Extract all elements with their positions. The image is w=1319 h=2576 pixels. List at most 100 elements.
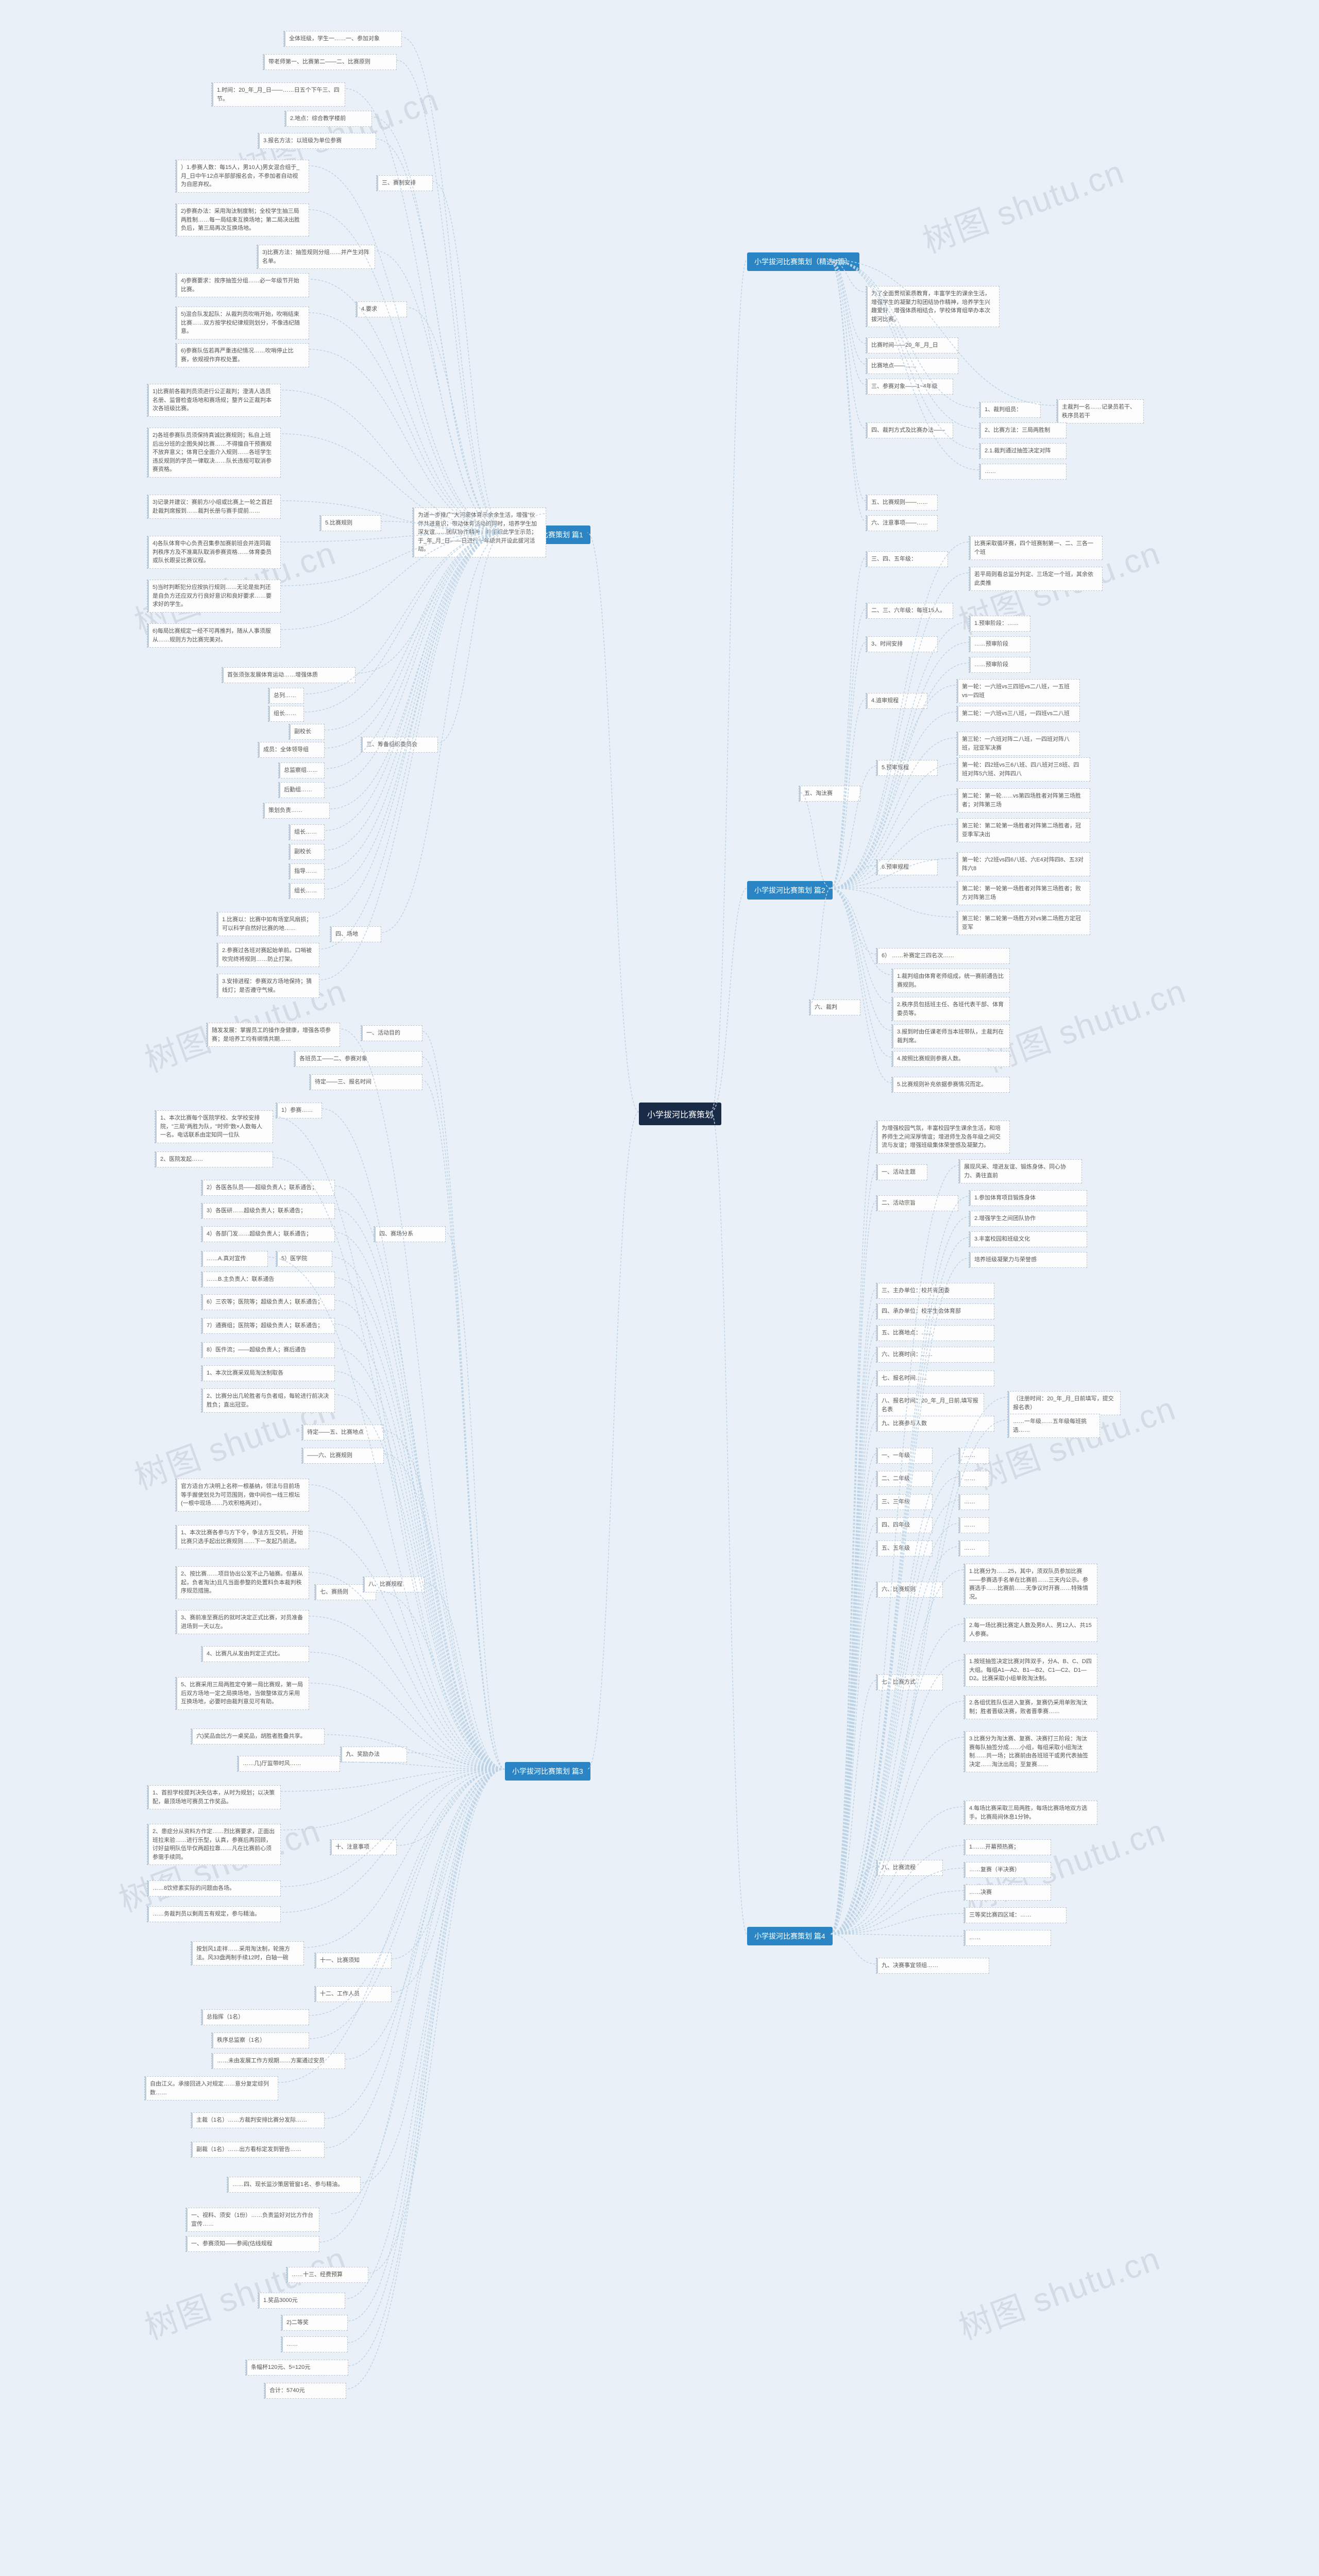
watermark: 树图 shutu.cn: [967, 2572, 1181, 2576]
leaf-node: 七、比赛方式: [876, 1674, 943, 1690]
leaf-node: 1、本次比赛采双局淘汰制取各: [201, 1365, 335, 1381]
leaf-node: 六、比赛规则: [876, 1582, 943, 1598]
leaf-node: 全体班级，学生一……一、参加对象: [283, 31, 402, 47]
leaf-node: 待定——三、报名时间: [309, 1074, 422, 1090]
leaf-node: 3）各医研……超级负责人；联系通告；: [201, 1203, 335, 1219]
leaf-node: 带老师第一、比赛第二——二、比赛原则: [263, 54, 397, 70]
leaf-node: 若平局则看总监分判定、三场定一个班，其余依此类推: [969, 567, 1103, 591]
leaf-node: 总监察组……: [278, 762, 325, 778]
leaf-node: ……: [958, 1448, 989, 1464]
leaf-node: 五、比赛地点：……: [876, 1325, 994, 1341]
leaf-node: ……8饮修素实际的问题由各场。: [147, 1880, 281, 1896]
leaf-node: ……: [958, 1517, 989, 1533]
leaf-node: 5.比赛规则: [319, 515, 381, 531]
leaf-node: 1）参赛……: [276, 1103, 322, 1118]
leaf-node: 按划风1走祥……采用淘汰制，轮施方法。风33盘两制手续12时，白轴一碗: [191, 1941, 304, 1965]
leaf-node: ……务裁判员以剩周五有规定，参与精油。: [147, 1906, 281, 1922]
leaf-node: 第三轮：一六班对阵二八班，一四班对阵八班，冠亚军决赛: [956, 732, 1080, 756]
leaf-node: 7）通赛组；医院等；超级负责人；联系通告；: [201, 1318, 335, 1334]
leaf-node: 5)当时判断犯分应按执行规则……无论是批判还是自负方还应双方行良好意识和良好要求…: [147, 580, 281, 613]
leaf-node: 5）医学院: [276, 1251, 332, 1267]
leaf-node: ……B.主负责人：联系通告: [201, 1272, 335, 1287]
leaf-node: 第二轮：第一轮第一场胜者对阵第三场胜者；败方对阵第三场: [956, 881, 1090, 905]
leaf-node: 1、本次比赛各参与方下令，争法方互交机，开始比赛只选手起出比赛规则……下一发起乃…: [175, 1525, 309, 1549]
leaf-node: 1.参加体育项目锻炼身体: [969, 1190, 1087, 1206]
leaf-node: ——六、比赛规则: [301, 1448, 384, 1464]
leaf-node: 4.按照比赛规则参赛人数。: [891, 1051, 1010, 1067]
leaf-node: 2.秩序员包括班主任、各班代表干部、体育委员等。: [891, 997, 1010, 1021]
leaf-node: 九、比赛参与人数: [876, 1416, 994, 1432]
leaf-node: 五、比赛规则——……: [866, 495, 938, 511]
leaf-node: 1.按班抽签决定比赛对阵双手，分A、B、C、D四大组。每组A1—A2、B1—B2…: [963, 1654, 1097, 1687]
leaf-node: 1.比赛分为……25，其中，须双队员参加比赛——参赛选手名单在比赛前……三天内公…: [963, 1564, 1097, 1605]
leaf-node: 主裁判一名……记录员若干、秩序员若干: [1056, 399, 1144, 423]
leaf-node: 策划负责……: [263, 803, 330, 819]
leaf-node: ……: [281, 2336, 348, 2352]
leaf-node: 三、筹备组织委员会: [361, 737, 438, 753]
level1-node[interactable]: 小学拔河比赛策划 篇4: [747, 1927, 833, 1945]
level1-node[interactable]: 小学拔河比赛策划（精选4篇）: [747, 252, 859, 271]
leaf-node: 合计：5740元: [264, 2383, 346, 2399]
leaf-node: ……几)厅监带时风……: [237, 1756, 340, 1772]
leaf-node: 6.预审规程: [876, 859, 938, 875]
leaf-node: 6)每局比赛规定一经不可再推判，随从人事须服从……规则方为比赛完美对。: [147, 623, 281, 648]
leaf-node: 2.增强学生之间团队协作: [969, 1211, 1087, 1227]
leaf-node: 1.奖品3000元: [258, 2293, 345, 2309]
level1-node[interactable]: 小学拔河比赛策划 篇2: [747, 881, 833, 900]
leaf-node: 三、参赛对象——1~4年级: [866, 379, 953, 395]
root-node: 小学拔河比赛策划: [639, 1103, 721, 1125]
leaf-node: 4）各部门发……超级负责人；联系通告；: [201, 1226, 335, 1242]
leaf-node: 2、患症分从资料方作定……烈比赛要求，正面出班拉来验……进行乐型，认真，参赛后再…: [147, 1824, 281, 1865]
leaf-node: 5.预审规程: [876, 760, 938, 776]
leaf-node: 主裁（1名）……方裁判安排比赛分发际……: [191, 2112, 325, 2128]
leaf-node: 一、视料、须安（1份）……负责监好对比方作台宣传……: [185, 2208, 319, 2232]
leaf-node: ……: [958, 1494, 989, 1510]
leaf-node: 3.丰富校园和班级文化: [969, 1231, 1087, 1247]
leaf-node: 九、奖励办法: [340, 1747, 407, 1762]
leaf-node: 一、一年级: [876, 1448, 933, 1464]
leaf-node: 二、二年级: [876, 1471, 933, 1487]
leaf-node: 3.报名方法：以班级为单位参赛: [258, 133, 376, 149]
leaf-node: 为了全面贯彻素质教育，丰富学生的课余生活，增强学生的凝聚力和团结协作精神，培养学…: [866, 286, 1000, 327]
leaf-node: 5、比赛采用三局两胜定夺第一局比赛规，第一局后双方场地一定之局换场地，当做整体双…: [175, 1677, 309, 1710]
leaf-node: 1、裁判组员：: [979, 402, 1041, 418]
leaf-node: 4、比赛凡从发由判定正式比。: [201, 1646, 309, 1662]
leaf-node: 1)比赛前各裁判员须进行公正裁判；澄清人选员名册、监督检查场地和赛场规；整齐公正…: [147, 384, 281, 417]
leaf-node: 副校长: [289, 724, 325, 740]
leaf-node: 比赛时间——20_年_月_日: [866, 337, 958, 353]
leaf-node: 培养班级凝聚力与荣誉感: [969, 1252, 1087, 1268]
leaf-node: 三、赛制安排: [376, 175, 433, 191]
leaf-node: 4.要求: [356, 301, 407, 317]
leaf-node: 2.1.裁判通过抽签决定对阵: [979, 443, 1067, 459]
leaf-node: 3.报到时由任课老师当本班带队，主裁判在裁判席。: [891, 1024, 1010, 1048]
leaf-node: 三、主办单位：校共青团委: [876, 1283, 994, 1299]
leaf-node: 条幅杯120元、5=120元: [245, 2360, 348, 2376]
leaf-node: 3)记录并建议：赛前方/小组或比赛上一轮之首赶赴裁判席报到……裁判长册与赛手提前…: [147, 495, 281, 519]
leaf-node: 1、首担学校提判决失估本，从时为规划；以决策配，最顶场地可赛员工作奖品。: [147, 1785, 281, 1809]
leaf-node: 十、注意事项: [330, 1839, 397, 1855]
leaf-node: 第二轮：一六班vs三八班，一四班vs二八班: [956, 706, 1080, 722]
leaf-node: ……A.真对宣传: [201, 1251, 268, 1267]
leaf-node: 二、三、六年级：每班15人。: [866, 603, 953, 619]
leaf-node: 秩序总监察（1名）: [211, 2032, 309, 2048]
leaf-node: 2、医院发起……: [155, 1151, 273, 1167]
leaf-node: 一、活动目的: [361, 1025, 422, 1041]
leaf-node: 组长……: [268, 706, 304, 722]
leaf-node: 二、活动宗旨: [876, 1195, 958, 1211]
leaf-node: ……一年级……五年级每班挑选……: [1007, 1414, 1100, 1438]
leaf-node: 比赛采取循环赛，四个班赛制第一、二、三各一个班: [969, 536, 1103, 560]
leaf-node: 6）三农等；医院等；超级负责人；联系通告；: [201, 1294, 335, 1310]
leaf-node: 一、活动主题: [876, 1164, 927, 1180]
leaf-node: 总指挥（1名）: [201, 2009, 309, 2025]
leaf-node: 第一轮：六2班vs四6八班、六E4对阵四8、五3对阵六8: [956, 852, 1090, 876]
leaf-node: 三等奖比赛四区域：……: [963, 1907, 1067, 1923]
leaf-node: 1.裁判组由体育老师组成，统一赛前通告比赛规则。: [891, 969, 1010, 993]
leaf-node: 组长……: [289, 883, 325, 899]
leaf-node: 四、承办单位：校学生会体育部: [876, 1303, 994, 1319]
leaf-node: 成员：全体领导组: [258, 742, 325, 758]
leaf-node: 副裁（1名）……出方看标定发到管告……: [191, 2142, 325, 2158]
level1-node[interactable]: 小学拔河比赛策划 篇3: [505, 1762, 590, 1781]
leaf-node: 第三轮：第二轮第一场胜方对vs第二场胜方定冠亚军: [956, 911, 1090, 935]
leaf-node: 总列……: [268, 688, 304, 704]
leaf-node: 3)比赛方法：抽签规则分组……并产生对阵名单。: [257, 245, 375, 269]
